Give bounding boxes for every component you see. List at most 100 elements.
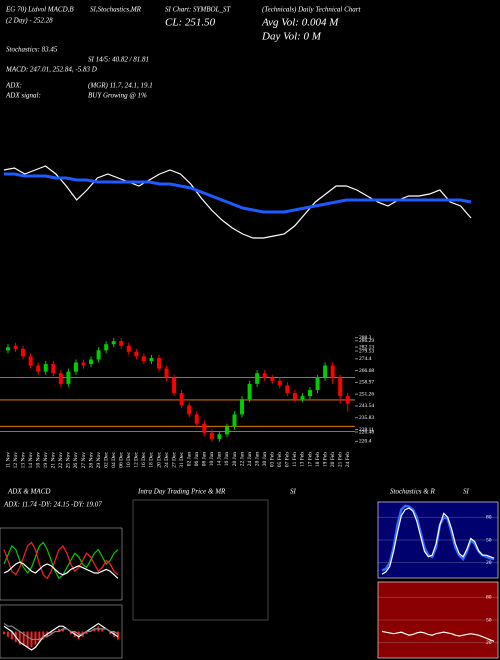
header-text: Avg Vol: 0.004 M bbox=[261, 17, 339, 29]
x-tick-label: 06 Dec bbox=[119, 451, 125, 467]
y-tick-label: 226.48 bbox=[359, 429, 374, 435]
x-tick-label: 27 Dec bbox=[171, 451, 177, 467]
candle-body bbox=[111, 341, 116, 345]
x-tick-label: 05 Feb bbox=[277, 452, 283, 467]
x-tick-label: 24 Feb bbox=[345, 452, 351, 467]
candle-body bbox=[51, 364, 56, 374]
x-tick-label: 11 Feb bbox=[292, 452, 298, 467]
y-tick-label: 50 bbox=[486, 617, 492, 623]
histogram-bar bbox=[42, 631, 45, 640]
x-tick-label: 29 Nov bbox=[96, 452, 102, 469]
candle-body bbox=[217, 434, 222, 439]
x-tick-label: 12 Nov bbox=[13, 452, 19, 469]
y-tick-label: 80 bbox=[486, 594, 492, 600]
histogram-bar bbox=[38, 631, 41, 643]
header-text: (Technicals) Daily Technical Chart bbox=[262, 6, 362, 14]
x-tick-label: 22 Nov bbox=[58, 452, 64, 469]
candle-body bbox=[6, 347, 10, 351]
x-tick-label: 02 Jan bbox=[186, 452, 192, 466]
candle-body bbox=[247, 383, 252, 400]
series-line bbox=[3, 541, 119, 580]
candle-body bbox=[240, 399, 245, 415]
header-text: (MGR) 11.7, 24.1, 19.1 bbox=[88, 82, 153, 90]
x-tick-label: 16 Dec bbox=[141, 451, 147, 467]
series-line bbox=[381, 507, 495, 575]
x-tick-label: 18 Feb bbox=[315, 452, 321, 467]
x-tick-label: 31 Dec bbox=[179, 451, 185, 467]
y-tick-label: 279.53 bbox=[359, 348, 374, 354]
header-text: (2 Day) - 252.28 bbox=[6, 17, 53, 25]
x-tick-label: 10 Dec bbox=[126, 451, 132, 467]
header-text: Stochastics: 83.45 bbox=[6, 46, 58, 54]
histogram-bar bbox=[117, 631, 119, 640]
x-tick-label: 13 Feb bbox=[300, 452, 306, 467]
series-line bbox=[3, 622, 119, 651]
y-tick-label: 286.29 bbox=[359, 338, 374, 344]
candle-body bbox=[58, 373, 63, 384]
candle-body bbox=[323, 365, 328, 378]
series-line bbox=[3, 561, 119, 579]
x-tick-label: 24 Dec bbox=[164, 451, 170, 467]
x-tick-label: 28 Jan bbox=[254, 452, 260, 466]
x-tick-label: 17 Feb bbox=[307, 452, 313, 467]
series-line bbox=[3, 165, 472, 239]
candle-body bbox=[308, 390, 312, 397]
histogram-bar bbox=[58, 628, 61, 632]
y-tick-label: 251.26 bbox=[359, 391, 374, 397]
candle-body bbox=[202, 423, 207, 433]
x-tick-label: 24 Jan bbox=[247, 452, 253, 466]
panel-title: Intra Day Trading Price & MR bbox=[137, 488, 226, 496]
candle-body bbox=[330, 365, 335, 378]
header-text: MACD: 247.01, 252.84, -5.83 D bbox=[5, 66, 97, 74]
histogram-bar bbox=[50, 631, 53, 635]
candle-body bbox=[187, 405, 192, 415]
histogram-bar bbox=[10, 631, 13, 640]
x-tick-label: 28 Nov bbox=[88, 452, 94, 469]
y-tick-label: 266.68 bbox=[359, 368, 374, 374]
y-tick-label: 80 bbox=[486, 514, 492, 520]
x-tick-label: 20 Dec bbox=[156, 451, 162, 467]
candle-body bbox=[315, 377, 320, 390]
candle-body bbox=[43, 364, 48, 372]
y-tick-label: 288.3 bbox=[359, 335, 372, 341]
header-text: CL: 251.50 bbox=[165, 17, 216, 29]
candle-body bbox=[96, 350, 101, 360]
histogram-bar bbox=[6, 631, 9, 637]
candle-body bbox=[66, 371, 71, 384]
header-text: EG 70) Ltdvol MACD,B bbox=[5, 6, 74, 14]
panel-border bbox=[0, 604, 123, 659]
x-tick-label: 19 Feb bbox=[322, 452, 328, 467]
candle-body bbox=[292, 393, 297, 400]
x-tick-label: 20 Jan bbox=[232, 452, 238, 466]
x-tick-label: 18 Nov bbox=[35, 452, 41, 469]
candle-body bbox=[149, 357, 154, 361]
candle-body bbox=[255, 373, 260, 384]
candle-body bbox=[300, 396, 305, 400]
candle-body bbox=[89, 359, 94, 365]
candle-body bbox=[209, 432, 214, 439]
panel-subtitle: ADX: 11.74 -DY: 24.15 -DY: 19.07 bbox=[3, 501, 102, 509]
candle-body bbox=[13, 345, 18, 349]
candle-body bbox=[224, 426, 229, 435]
header-text: SI,Stochastics,MR bbox=[90, 6, 142, 14]
histogram-bar bbox=[34, 631, 37, 645]
x-tick-label: 14 Jan bbox=[217, 452, 223, 466]
x-tick-label: 14 Nov bbox=[28, 452, 34, 469]
x-tick-label: 13 Nov bbox=[20, 452, 26, 469]
x-tick-label: 18 Dec bbox=[149, 451, 155, 467]
histogram-bar bbox=[3, 631, 5, 635]
x-tick-label: 30 Jan bbox=[262, 452, 268, 466]
x-tick-label: 16 Jan bbox=[224, 452, 230, 466]
x-tick-label: 11 Nov bbox=[5, 452, 11, 468]
candle-body bbox=[81, 362, 86, 366]
x-tick-label: 02 Dec bbox=[103, 451, 109, 467]
panel-title: ADX & MACD bbox=[7, 488, 50, 496]
panel-border bbox=[0, 527, 123, 601]
histogram-bar bbox=[93, 628, 96, 632]
histogram-bar bbox=[69, 631, 72, 635]
candle-body bbox=[141, 356, 146, 361]
x-tick-label: 22 Jan bbox=[239, 452, 245, 466]
y-tick-label: 258.97 bbox=[359, 380, 374, 386]
